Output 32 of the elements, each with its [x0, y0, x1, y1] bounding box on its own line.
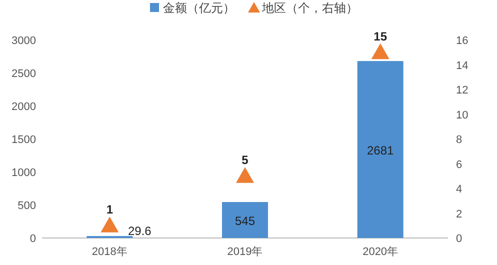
y2-tick-label: 14 — [456, 60, 468, 72]
y2-tick-label: 6 — [456, 158, 462, 171]
y2-tick-label: 16 — [456, 35, 468, 47]
y2-tick-label: 4 — [456, 184, 462, 196]
data-label: 545 — [234, 214, 256, 228]
y-tick-label: 1000 — [12, 167, 36, 179]
point — [100, 216, 119, 232]
y-tick-label: 2500 — [12, 68, 36, 80]
data-label: 2681 — [366, 144, 394, 158]
y2-tick-label: 8 — [456, 134, 462, 146]
data-label: 15 — [374, 29, 388, 44]
x-tick-label: 2019年 — [227, 246, 263, 258]
bar — [357, 61, 404, 238]
y-tick-label: 500 — [18, 200, 36, 212]
x-tick-label: 2018年 — [92, 246, 128, 258]
y2-tick-label: 2 — [456, 208, 462, 220]
y2-tick-label: 10 — [456, 109, 468, 122]
legend-label: 地区（个，右轴） — [261, 1, 358, 15]
y-tick-label: 3000 — [12, 35, 36, 47]
point — [236, 167, 254, 183]
y-tick-label: 0 — [30, 233, 36, 245]
y2-tick-label: 12 — [456, 84, 468, 96]
data-label: 1 — [106, 202, 114, 217]
y-tick-label: 2000 — [12, 101, 36, 113]
x-tick-label: 2020年 — [362, 246, 398, 258]
y-tick-label: 1500 — [12, 134, 36, 146]
y2-tick-label: 0 — [456, 233, 462, 245]
bar — [222, 202, 268, 238]
data-label: 29.6 — [128, 224, 152, 238]
data-label: 5 — [242, 153, 249, 168]
point — [371, 43, 390, 60]
legend-label: 金额（亿元） — [163, 1, 235, 15]
